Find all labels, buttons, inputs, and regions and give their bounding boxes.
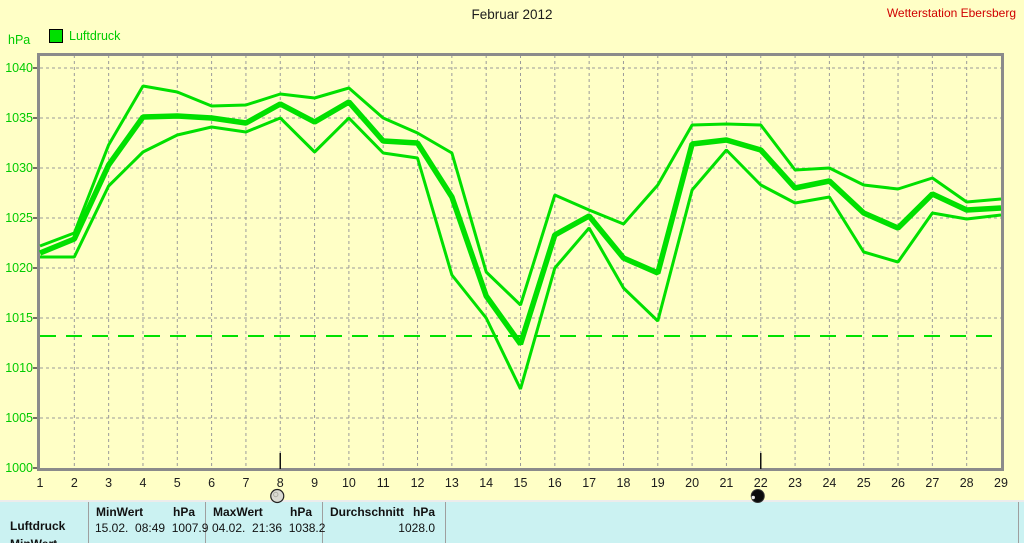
table-separator bbox=[445, 502, 446, 543]
maxwert-header-title: MaxWert bbox=[213, 505, 263, 519]
minwert-header: MinWert hPa bbox=[88, 505, 205, 519]
y-axis-label: 1030 bbox=[5, 161, 33, 175]
table-separator bbox=[1018, 502, 1019, 543]
maxwert-header-unit: hPa bbox=[289, 505, 312, 519]
y-axis-label: 1035 bbox=[5, 111, 33, 125]
x-axis-label: 8 bbox=[277, 476, 284, 490]
durchschnitt-header-unit: hPa bbox=[412, 505, 435, 519]
durchschnitt-header: Durchschnitt hPa bbox=[322, 505, 445, 519]
x-axis-label: 7 bbox=[242, 476, 249, 490]
minwert-column: MinWert hPa 15.02. 08:49 1007.9 bbox=[88, 502, 209, 543]
pressure-avg-line bbox=[38, 99, 1002, 346]
y-axis-label: 1015 bbox=[5, 311, 33, 325]
minwert-header-title: MinWert bbox=[96, 505, 144, 519]
x-axis-label: 28 bbox=[960, 476, 974, 490]
x-axis-label: 14 bbox=[479, 476, 493, 490]
x-axis-label: 5 bbox=[174, 476, 181, 490]
y-axis-label: 1010 bbox=[5, 361, 33, 375]
x-axis-label: 10 bbox=[342, 476, 356, 490]
x-axis-label: 18 bbox=[617, 476, 631, 490]
x-axis-label: 12 bbox=[411, 476, 425, 490]
table-separator bbox=[88, 502, 89, 543]
new-moon-icon bbox=[750, 489, 765, 503]
maxwert-header: MaxWert hPa bbox=[205, 505, 322, 519]
x-axis-label: 25 bbox=[857, 476, 871, 490]
x-axis-label: 26 bbox=[891, 476, 905, 490]
legend-color-swatch-icon bbox=[49, 29, 63, 43]
x-axis-label: 22 bbox=[754, 476, 768, 490]
x-axis-label: 21 bbox=[719, 476, 733, 490]
full-moon-shading bbox=[273, 491, 279, 498]
statistics-table: Luftdruck MinWert MinWert hPa 15.02. 08:… bbox=[0, 500, 1024, 543]
x-axis-label: 13 bbox=[445, 476, 459, 490]
pressure-max-line bbox=[39, 84, 1002, 307]
x-axis-label: 2 bbox=[71, 476, 78, 490]
y-axis-unit-label: hPa bbox=[8, 33, 31, 47]
plot-frame bbox=[37, 53, 1004, 471]
x-axis-label: 17 bbox=[582, 476, 596, 490]
table-row-label: Luftdruck bbox=[10, 519, 66, 533]
page-title: Februar 2012 bbox=[471, 7, 553, 22]
y-axis-label: 1005 bbox=[5, 411, 33, 425]
station-name-label: Wetterstation Ebersberg bbox=[886, 6, 1016, 20]
x-axis-label: 15 bbox=[514, 476, 528, 490]
x-axis-label: 23 bbox=[788, 476, 802, 490]
maxwert-value: 04.02. 21:36 1038.2 bbox=[212, 521, 326, 535]
durchschnitt-column: Durchschnitt hPa 1028.0 bbox=[322, 502, 445, 543]
x-axis-label: 6 bbox=[208, 476, 215, 490]
pressure-min-line bbox=[40, 116, 1002, 390]
table-next-row-label-clipped: MinWert bbox=[10, 537, 57, 543]
y-axis-label: 1000 bbox=[5, 461, 33, 475]
x-axis-label: 9 bbox=[311, 476, 318, 490]
x-axis-label: 16 bbox=[548, 476, 562, 490]
x-axis-label: 1 bbox=[37, 476, 44, 490]
y-axis-label: 1040 bbox=[5, 61, 33, 75]
minwert-header-unit: hPa bbox=[172, 505, 195, 519]
y-axis-label: 1025 bbox=[5, 211, 33, 225]
x-axis-label: 24 bbox=[822, 476, 836, 490]
legend-series-label: Luftdruck bbox=[69, 29, 121, 43]
x-axis-label: 29 bbox=[994, 476, 1008, 490]
y-axis-label: 1020 bbox=[5, 261, 33, 275]
x-axis-label: 27 bbox=[925, 476, 939, 490]
x-axis-label: 19 bbox=[651, 476, 665, 490]
durchschnitt-value: 1028.0 bbox=[398, 521, 435, 535]
durchschnitt-header-title: Durchschnitt bbox=[330, 505, 405, 519]
table-separator bbox=[205, 502, 206, 543]
minwert-value: 15.02. 08:49 1007.9 bbox=[95, 521, 209, 535]
x-axis-label: 11 bbox=[377, 476, 390, 490]
chart-legend: Luftdruck bbox=[49, 29, 120, 43]
x-axis-label: 20 bbox=[685, 476, 699, 490]
table-separator bbox=[322, 502, 323, 543]
x-axis-label: 3 bbox=[105, 476, 112, 490]
x-axis-label: 4 bbox=[139, 476, 146, 490]
maxwert-column: MaxWert hPa 04.02. 21:36 1038.2 bbox=[205, 502, 326, 543]
new-moon-sliver bbox=[751, 495, 755, 500]
